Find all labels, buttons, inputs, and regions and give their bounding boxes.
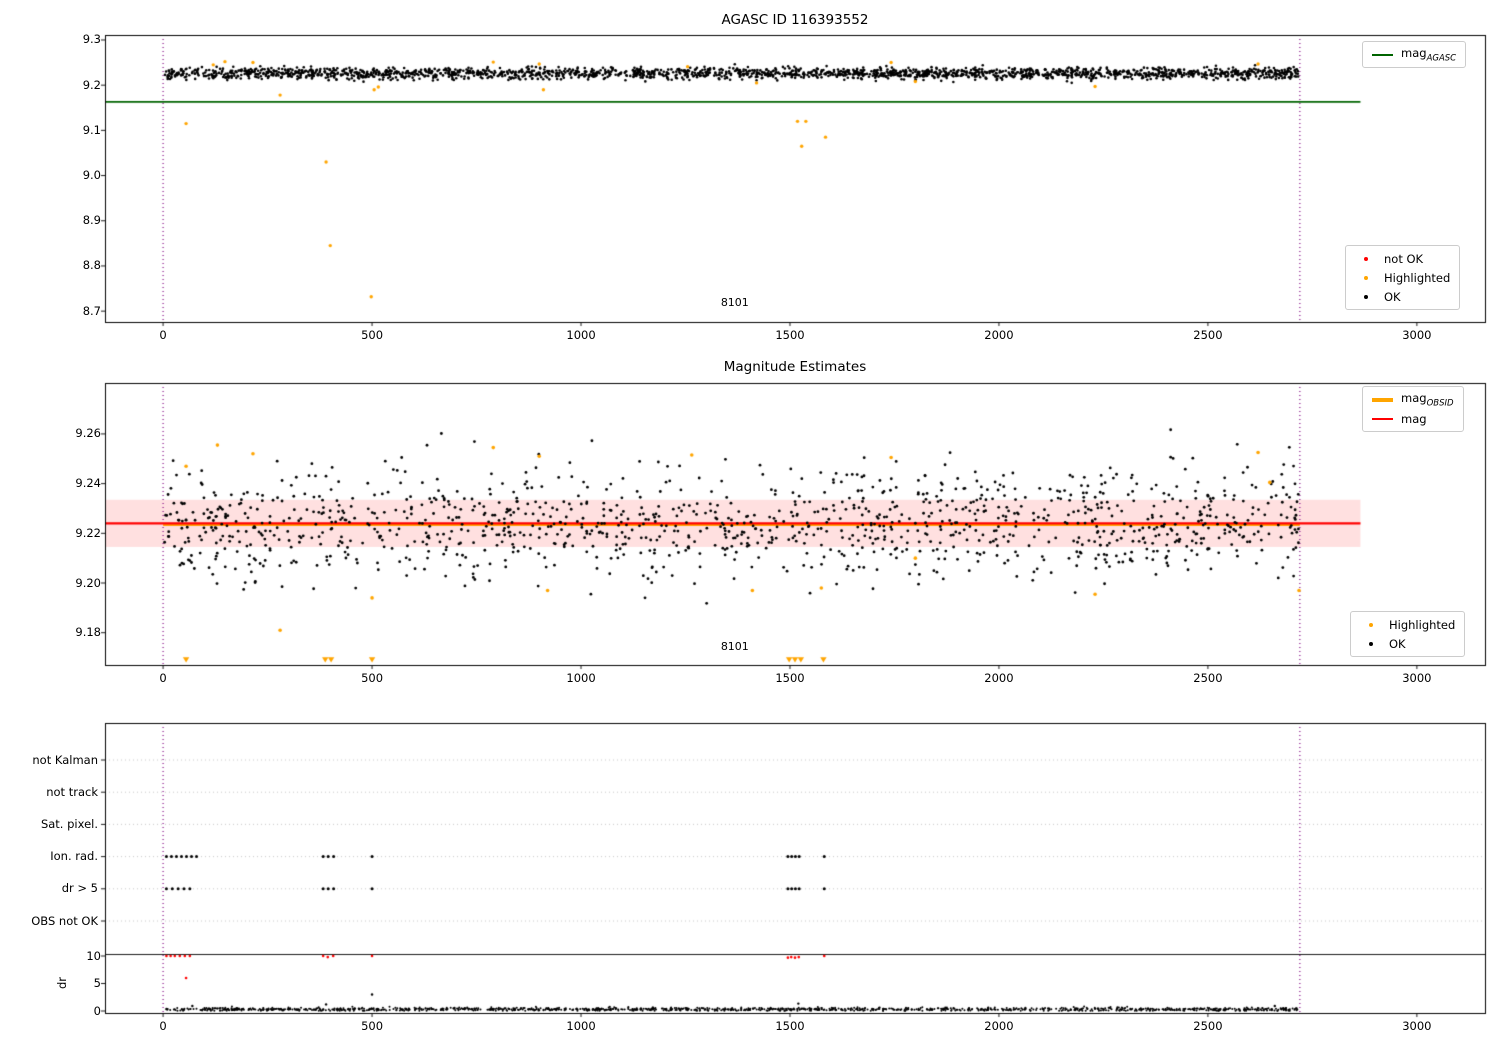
agasc-magnitude-figure: AGASC ID 116393552 Magnitude Estimates 8… <box>0 0 1500 1050</box>
figure-canvas <box>0 0 1500 1050</box>
